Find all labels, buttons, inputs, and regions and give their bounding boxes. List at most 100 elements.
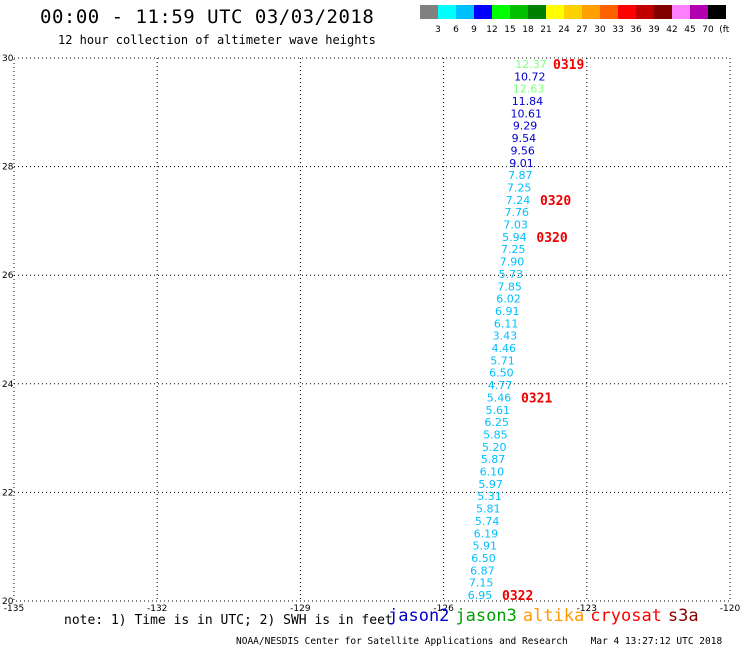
map-frame <box>13 57 731 602</box>
wave-height-label: 6.19 <box>474 527 499 540</box>
colorbar-swatch <box>528 5 546 19</box>
track-time-label: 0321 <box>521 391 552 406</box>
colorbar-swatch <box>618 5 636 19</box>
wave-height-label: 5.71 <box>490 354 515 367</box>
y-tick-label: 30 <box>2 54 14 64</box>
wave-height-label: 5.87 <box>481 453 506 466</box>
colorbar-swatch <box>708 5 726 19</box>
colorbar-label: 27 <box>576 25 587 35</box>
wave-height-label: 7.03 <box>503 219 528 232</box>
colorbar-swatch <box>636 5 654 19</box>
colorbar-label: 30 <box>594 25 606 35</box>
colorbar-label: 42 <box>666 25 677 35</box>
colorbar-label: 21 <box>540 25 551 35</box>
x-tick-label: -123 <box>577 604 597 614</box>
legend-note: note: 1) Time is in UTC; 2) SWH is in fe… <box>64 613 393 628</box>
track-time-label: 0320 <box>536 231 567 246</box>
colorbar-label: 33 <box>612 25 623 35</box>
colorbar-swatch <box>582 5 600 19</box>
wave-height-label: 6.95 <box>468 589 493 602</box>
y-tick-label: 26 <box>2 271 14 281</box>
wave-height-label: 6.11 <box>494 317 519 330</box>
wave-height-label: 6.50 <box>471 552 496 565</box>
y-tick-label: 22 <box>2 488 13 498</box>
y-tick-label: 28 <box>2 163 14 173</box>
wave-height-label: 5.61 <box>486 404 511 417</box>
y-tick-label: 20 <box>2 597 14 607</box>
colorbar-swatch <box>654 5 672 19</box>
satellite-legend-s3a: s3a <box>667 606 699 626</box>
wave-height-label: 7.25 <box>507 181 532 194</box>
x-tick-label: -132 <box>147 604 167 614</box>
wave-height-label: 5.74 <box>475 515 500 528</box>
colorbar-swatch <box>456 5 474 19</box>
track-time-label: 0320 <box>540 194 571 209</box>
wave-height-label: 9.29 <box>513 120 538 133</box>
wave-height-label: 7.85 <box>497 280 522 293</box>
colorbar-label: 3 <box>435 25 441 35</box>
track-time-label: 0322 <box>502 589 533 604</box>
x-tick-label: -129 <box>290 604 311 614</box>
wave-height-label: 5.94 <box>502 231 527 244</box>
wave-height-label: 4.77 <box>488 379 513 392</box>
page-title: 00:00 - 11:59 UTC 03/03/2018 <box>40 6 375 28</box>
wave-height-label: 6.10 <box>480 466 505 479</box>
wave-height-label: 11.84 <box>512 95 544 108</box>
colorbar-label: 6 <box>453 25 459 35</box>
wave-height-label: 12.63 <box>513 83 545 96</box>
colorbar-swatch <box>564 5 582 19</box>
colorbar-label: 36 <box>630 25 642 35</box>
wave-height-label: 5.81 <box>476 503 501 516</box>
wave-height-label: 5.91 <box>472 540 497 553</box>
colorbar-label: 9 <box>471 25 477 35</box>
colorbar-swatch <box>474 5 492 19</box>
colorbar-label: 70 <box>702 25 714 35</box>
wave-height-label: 5.31 <box>477 490 502 503</box>
colorbar-swatch <box>420 5 438 19</box>
colorbar-swatch <box>690 5 708 19</box>
wave-height-label: 6.50 <box>489 367 514 380</box>
wave-height-label: 9.01 <box>509 157 534 170</box>
footer-credit: NOAA/NESDIS Center for Satellite Applica… <box>236 636 568 647</box>
track-time-label: 0319 <box>553 58 584 73</box>
y-tick-label: 24 <box>2 380 14 390</box>
wave-height-label: 5.73 <box>499 268 524 281</box>
x-tick-label: -126 <box>433 604 454 614</box>
colorbar-swatch <box>672 5 690 19</box>
satellite-legend-cryosat: cryosat <box>590 606 662 626</box>
page-subtitle: 12 hour collection of altimeter wave hei… <box>58 33 376 47</box>
colorbar-label: (ft) <box>719 25 730 35</box>
satellite-legend-jason3: jason3 <box>455 606 517 626</box>
x-tick-label: -135 <box>4 604 24 614</box>
x-tick-label: -120 <box>720 604 740 614</box>
colorbar-label: 45 <box>684 25 695 35</box>
wave-height-label: 12.37 <box>515 58 547 71</box>
wave-height-label: 7.87 <box>508 169 533 182</box>
colorbar-label: 15 <box>504 25 515 35</box>
wave-height-label: 6.87 <box>470 564 495 577</box>
wave-height-label: 7.24 <box>506 194 531 207</box>
wave-height-label: 3.43 <box>493 330 518 343</box>
wave-height-label: 6.02 <box>496 293 521 306</box>
colorbar-label: 24 <box>558 25 570 35</box>
wave-height-label: 5.46 <box>487 391 512 404</box>
wave-height-label: 9.54 <box>512 132 537 145</box>
satellite-legend-altika: altika <box>522 606 585 626</box>
wave-height-label: 5.85 <box>483 428 508 441</box>
wave-height-label: 9.56 <box>510 144 535 157</box>
wave-height-label: 7.15 <box>469 577 494 590</box>
wave-height-label: 4.46 <box>491 342 516 355</box>
wave-height-label: 5.97 <box>478 478 503 491</box>
satellite-legend: jason2 jason3 altika cryosat s3a <box>388 606 705 626</box>
colorbar-swatch <box>492 5 510 19</box>
colorbar-swatch <box>438 5 456 19</box>
wave-height-label: 5.20 <box>482 441 507 454</box>
colorbar-label: 18 <box>522 25 534 35</box>
wave-height-label: 6.25 <box>484 416 509 429</box>
wave-height-label: 7.76 <box>505 206 530 219</box>
colorbar-swatch <box>546 5 564 19</box>
colorbar-swatch <box>600 5 618 19</box>
wave-height-label: 7.25 <box>501 243 526 256</box>
